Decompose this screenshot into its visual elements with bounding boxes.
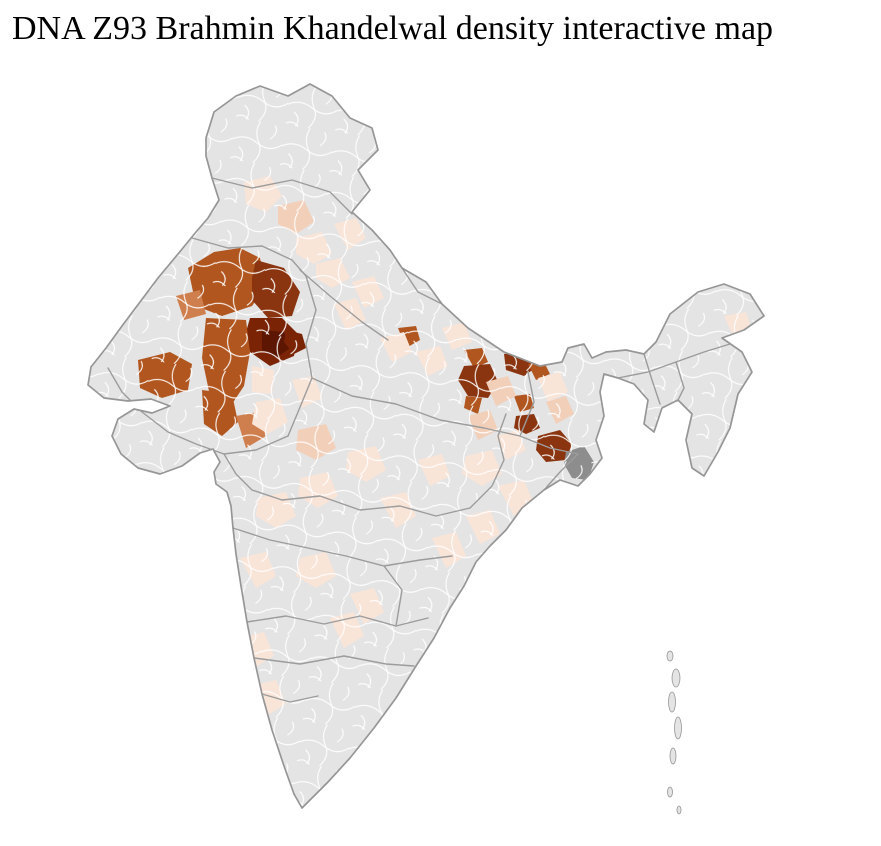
state-borders [107,177,731,703]
state-border-line [299,269,389,341]
state-border-line [211,177,353,215]
state-border-line [191,237,307,277]
state-border-line [281,495,471,517]
state-border-line [519,435,579,455]
india-outline [87,83,765,809]
page-title: DNA Z93 Brahmin Khandelwal density inter… [12,10,774,47]
state-border-line [519,371,535,437]
state-border-line [253,655,415,667]
state-border-line [383,565,403,627]
state-border-line [261,693,319,703]
state-border-line [469,413,507,509]
state-border-line [107,367,289,455]
state-border-line [246,615,429,627]
island[interactable] [674,716,682,740]
state-border-line [543,453,579,491]
state-border-line [287,275,317,437]
island[interactable] [669,747,677,765]
state-border-line [223,453,283,501]
island[interactable] [676,805,682,815]
state-border-line [232,527,453,567]
island[interactable] [671,668,681,688]
state-border-line [401,267,443,305]
state-border-line [311,377,521,437]
island[interactable] [666,650,674,662]
island[interactable] [667,786,673,798]
island[interactable] [668,691,676,713]
state-border-line [643,353,661,405]
andaman-nicobar-islands[interactable] [666,650,682,815]
state-border-line [675,361,685,401]
